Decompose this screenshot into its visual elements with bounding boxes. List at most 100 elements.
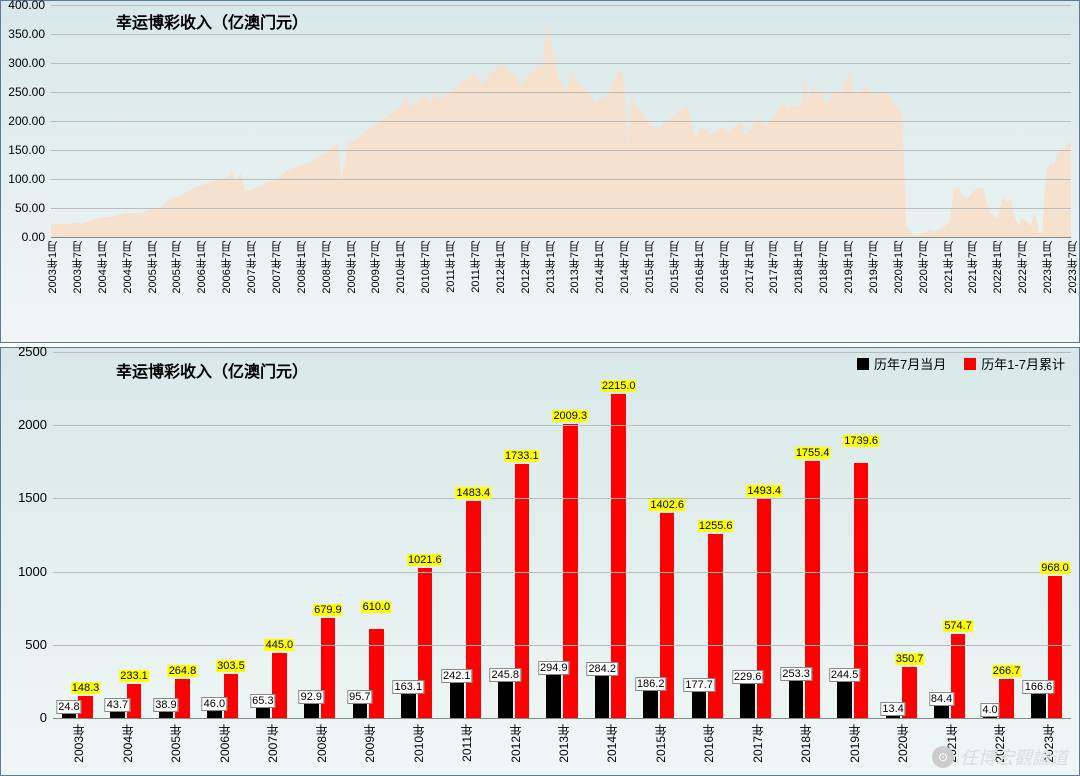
ytick: 300.00	[1, 56, 45, 70]
bar-july	[401, 694, 416, 718]
xtick: 2013年	[555, 724, 572, 763]
bar-label: 245.8	[489, 668, 521, 682]
gridline	[51, 92, 1071, 93]
xtick: 2012年7月	[518, 241, 534, 294]
bar-label: 1739.6	[843, 435, 879, 447]
xtick: 2015年	[652, 724, 669, 763]
x-axis-line	[51, 237, 1071, 238]
xtick: 2012年	[507, 724, 524, 763]
bar-july	[740, 684, 755, 718]
xtick: 2020年7月	[916, 241, 932, 294]
gridline	[53, 572, 1071, 573]
bar-chart-title: 幸运博彩收入（亿澳门元）	[116, 358, 308, 382]
bar-ytd	[757, 499, 772, 718]
bar-ytd	[999, 679, 1014, 718]
bar-label: 284.2	[586, 662, 618, 676]
watermark-text: 任博宏觀論道	[960, 744, 1068, 770]
gridline	[53, 352, 1071, 353]
bar-label: 1402.6	[649, 499, 685, 511]
xtick: 2022年7月	[1015, 241, 1031, 294]
bar-label: 1755.4	[795, 447, 831, 459]
bar-label: 46.0	[202, 697, 227, 711]
bar-july	[450, 683, 465, 718]
bar-ytd	[369, 629, 384, 718]
bar-label: 92.9	[299, 690, 324, 704]
bar-july	[692, 692, 707, 718]
bar-label: 43.7	[105, 698, 130, 712]
bar-july	[1031, 694, 1046, 718]
bar-ytd	[466, 501, 481, 718]
xtick: 2006年1月	[194, 241, 210, 294]
bar-july	[837, 682, 852, 718]
ytick: 250.00	[1, 85, 45, 99]
xtick: 2011年1月	[443, 241, 459, 293]
ytick: 50.00	[1, 201, 45, 215]
xtick: 2003年	[70, 724, 87, 763]
xtick: 2010年	[410, 724, 427, 763]
xtick: 2013年1月	[543, 241, 559, 294]
bar-label: 2009.3	[552, 410, 588, 422]
bar-label: 24.8	[56, 700, 81, 714]
bar-ytd	[1048, 576, 1063, 718]
bar-label: 38.9	[153, 698, 178, 712]
bar-label: 233.1	[119, 670, 149, 682]
ytick: 500	[1, 637, 47, 652]
area-chart-title: 幸运博彩收入（亿澳门元）	[116, 9, 308, 33]
gridline	[53, 498, 1071, 499]
xtick: 2018年1月	[791, 241, 807, 294]
legend-label: 历年1-7月累计	[981, 354, 1065, 373]
xtick: 2015年1月	[642, 241, 658, 294]
xtick: 2020年	[894, 724, 911, 763]
bar-july	[304, 704, 319, 718]
xtick: 2015年7月	[667, 241, 683, 294]
bar-label: 166.6	[1023, 680, 1055, 694]
ytick: 200.00	[1, 114, 45, 128]
xtick: 2012年1月	[493, 241, 509, 294]
ytick: 100.00	[1, 172, 45, 186]
bar-july	[546, 675, 561, 718]
xtick: 2008年7月	[319, 241, 335, 294]
ytick: 1500	[1, 490, 47, 505]
xtick: 2013年7月	[567, 241, 583, 294]
xtick: 2009年1月	[344, 241, 360, 294]
xtick: 2006年	[216, 724, 233, 763]
bar-chart-panel: 幸运博彩收入（亿澳门元） 历年7月当月历年1-7月累计 24.8148.343.…	[0, 347, 1080, 776]
xtick: 2009年7月	[368, 241, 384, 294]
xtick: 2003年1月	[45, 241, 61, 294]
xtick: 2019年1月	[841, 241, 857, 294]
xtick: 2003年7月	[70, 241, 86, 294]
ytick: 0.00	[1, 230, 45, 244]
ytick: 400.00	[1, 0, 45, 12]
bar-label: 264.8	[168, 665, 198, 677]
xtick: 2009年	[361, 724, 378, 763]
legend-item: 历年1-7月累计	[964, 354, 1065, 373]
xtick: 2019年	[846, 724, 863, 763]
legend-label: 历年7月当月	[874, 354, 946, 373]
xtick: 2018年	[797, 724, 814, 763]
ytick: 2000	[1, 417, 47, 432]
xtick: 2016年1月	[692, 241, 708, 294]
bar-label: 95.7	[347, 690, 372, 704]
gridline	[51, 63, 1071, 64]
xtick: 2006年7月	[219, 241, 235, 294]
bar-label: 84.4	[929, 692, 954, 706]
wechat-icon: ⊙	[932, 746, 954, 768]
area-chart-panel: 幸运博彩收入（亿澳门元） 0.0050.00100.00150.00200.00…	[0, 0, 1080, 343]
bar-july	[789, 681, 804, 718]
xtick: 2019年7月	[866, 241, 882, 294]
bar-ytd	[224, 674, 239, 718]
xtick: 2023年1月	[1040, 241, 1056, 294]
bar-label: 968.0	[1040, 562, 1070, 574]
gridline	[51, 150, 1071, 151]
bar-label: 186.2	[635, 677, 667, 691]
x-axis-line	[53, 718, 1071, 719]
bar-label: 445.0	[265, 639, 295, 651]
bar-label: 1255.6	[698, 520, 734, 532]
bar-label: 1493.4	[746, 485, 782, 497]
xtick: 2004年	[119, 724, 136, 763]
xtick: 2022年1月	[990, 241, 1006, 294]
xtick: 2017年7月	[766, 241, 782, 294]
bar-label: 679.9	[313, 604, 343, 616]
xtick: 2018年7月	[816, 241, 832, 294]
bar-july	[595, 676, 610, 718]
